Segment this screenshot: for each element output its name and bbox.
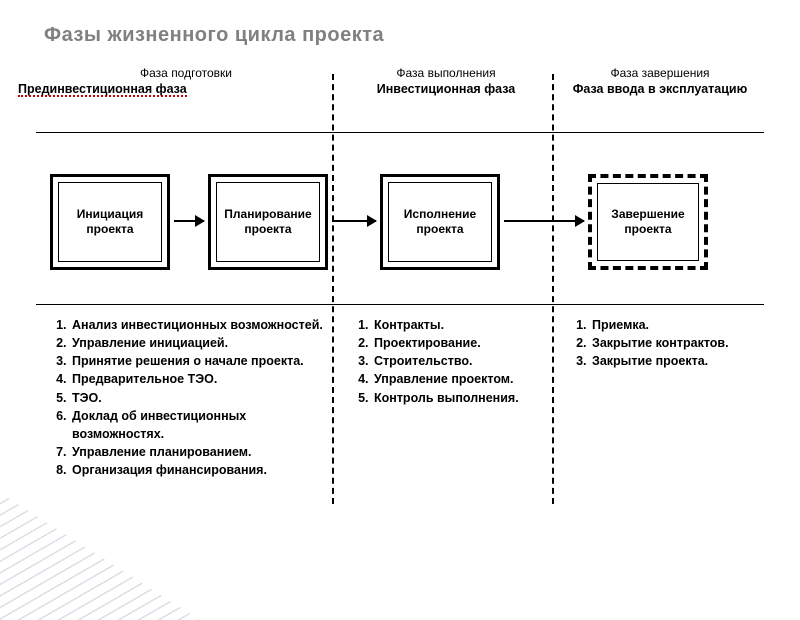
phase-bottom-label: Прединвестиционная фаза bbox=[18, 82, 318, 97]
list-item: Контроль выполнения. bbox=[372, 389, 546, 407]
column-separator bbox=[552, 74, 554, 504]
column-separator bbox=[332, 74, 334, 504]
process-box-execution: Исполнение проекта bbox=[380, 174, 500, 270]
horizontal-rule bbox=[36, 132, 764, 133]
process-box-planning: Планирование проекта bbox=[208, 174, 328, 270]
list-item: Проектирование. bbox=[372, 334, 546, 352]
list-item: Принятие решения о начале проекта. bbox=[70, 352, 328, 370]
phase-bottom-label: Фаза ввода в эксплуатацию bbox=[556, 82, 764, 96]
activity-list-closure: Приемка. Закрытие контрактов. Закрытие п… bbox=[560, 316, 760, 370]
phase-top-label: Фаза выполнения bbox=[336, 66, 556, 80]
activity-list-preparation: Анализ инвестиционных возможностей. Упра… bbox=[40, 316, 328, 479]
list-item: Закрытие контрактов. bbox=[590, 334, 760, 352]
list-item: ТЭО. bbox=[70, 389, 328, 407]
lifecycle-diagram: Фаза подготовки Прединвестиционная фаза … bbox=[36, 66, 764, 566]
phase-top-label: Фаза подготовки bbox=[36, 66, 336, 80]
page-title: Фазы жизненного цикла проекта bbox=[44, 24, 384, 47]
flow-arrow bbox=[504, 220, 584, 222]
list-item: Закрытие проекта. bbox=[590, 352, 760, 370]
list-item: Приемка. bbox=[590, 316, 760, 334]
process-box-label: Завершение проекта bbox=[597, 183, 699, 261]
list-item: Доклад об инвестиционных возможностях. bbox=[70, 407, 328, 443]
process-box-initiation: Инициация проекта bbox=[50, 174, 170, 270]
list-item: Управление инициацией. bbox=[70, 334, 328, 352]
list-item: Анализ инвестиционных возможностей. bbox=[70, 316, 328, 334]
phase-bottom-label: Инвестиционная фаза bbox=[336, 82, 556, 96]
list-item: Строительство. bbox=[372, 352, 546, 370]
activity-list-execution: Контракты. Проектирование. Строительство… bbox=[342, 316, 546, 407]
list-item: Предварительное ТЭО. bbox=[70, 370, 328, 388]
process-box-label: Исполнение проекта bbox=[388, 182, 492, 262]
list-item: Контракты. bbox=[372, 316, 546, 334]
list-item: Управление проектом. bbox=[372, 370, 546, 388]
flow-arrow bbox=[174, 220, 204, 222]
flow-arrow bbox=[332, 220, 376, 222]
phase-top-label: Фаза завершения bbox=[556, 66, 764, 80]
list-item: Организация финансирования. bbox=[70, 461, 328, 479]
process-box-label: Инициация проекта bbox=[58, 182, 162, 262]
process-box-label: Планирование проекта bbox=[216, 182, 320, 262]
list-item: Управление планированием. bbox=[70, 443, 328, 461]
process-box-closure: Завершение проекта bbox=[588, 174, 708, 270]
horizontal-rule bbox=[36, 304, 764, 305]
